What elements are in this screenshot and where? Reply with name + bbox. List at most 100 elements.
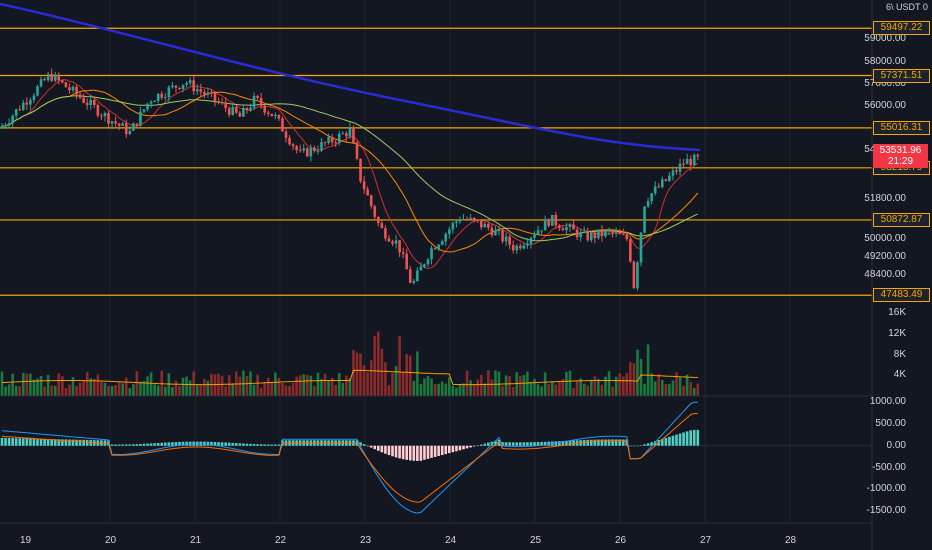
candle-body xyxy=(82,97,85,103)
date-tick: 28 xyxy=(785,535,797,546)
macd-histogram-bar xyxy=(387,445,391,456)
candle-body xyxy=(89,99,93,105)
candle-body xyxy=(156,93,160,102)
candle-body xyxy=(661,179,664,188)
macd-histogram-bar xyxy=(678,433,682,446)
macd-histogram-bar xyxy=(511,442,515,446)
macd-histogram-bar xyxy=(440,445,444,456)
volume-histogram xyxy=(0,331,700,396)
macd-histogram-bar xyxy=(558,441,561,446)
candle-body xyxy=(558,225,561,229)
volume-bar xyxy=(348,378,352,396)
macd-histogram-bar xyxy=(139,443,142,446)
volume-bar xyxy=(398,335,401,396)
candle-body xyxy=(497,230,501,232)
macd-histogram-bar xyxy=(455,445,458,452)
volume-bar xyxy=(263,382,266,396)
volume-bar xyxy=(132,384,135,396)
volume-bar xyxy=(558,382,561,396)
volume-bar xyxy=(504,375,508,396)
macd-histogram-bar xyxy=(483,443,487,446)
candle-body xyxy=(632,261,636,289)
candle-body xyxy=(377,216,380,224)
volume-bar xyxy=(306,374,309,396)
macd-histogram-bar xyxy=(675,434,678,446)
volume-bar xyxy=(266,377,270,396)
macd-histogram-bar xyxy=(57,439,61,446)
volume-bar xyxy=(323,373,327,396)
volume-bar xyxy=(7,384,11,396)
volume-bar xyxy=(227,374,231,396)
candle-body xyxy=(646,201,650,207)
candle-body xyxy=(643,206,646,233)
candle-body xyxy=(554,214,558,226)
volume-bar xyxy=(650,373,653,396)
volume-bar xyxy=(469,380,472,396)
volume-bar xyxy=(430,378,433,396)
candle-body xyxy=(448,229,451,234)
candle-body xyxy=(68,87,71,91)
bar-countdown: 21:29 xyxy=(887,156,914,167)
macd-histogram-bar xyxy=(689,430,692,446)
macd-histogram-bar xyxy=(160,442,164,446)
candle-body xyxy=(352,127,355,143)
macd-histogram-bar xyxy=(188,441,192,446)
volume-bar xyxy=(533,378,536,396)
candle-body xyxy=(323,142,327,144)
volume-bar xyxy=(575,380,579,396)
candle-body xyxy=(469,217,472,220)
volume-bar xyxy=(522,375,526,396)
macd-histogram-bar xyxy=(522,442,526,446)
volume-bar xyxy=(664,384,668,396)
macd-histogram-bar xyxy=(543,441,547,446)
volume-bar xyxy=(124,377,128,396)
volume-bar xyxy=(391,372,394,396)
candle-body xyxy=(210,92,213,94)
candle-body xyxy=(199,89,203,92)
price-tick: 56000.00 xyxy=(864,100,906,111)
macd-histogram-bar xyxy=(412,445,416,461)
volume-bar xyxy=(178,386,181,396)
candle-body xyxy=(25,102,29,105)
macd-histogram-bar xyxy=(437,445,440,456)
candle-body xyxy=(604,230,607,237)
volume-bar xyxy=(206,380,210,396)
volume-bar xyxy=(195,385,199,396)
macd-histogram-bar xyxy=(50,439,53,446)
macd-histogram-bar xyxy=(167,442,171,446)
currency-label: 6\ USDT 0 xyxy=(886,2,928,12)
candle-body xyxy=(121,123,124,126)
candle-body xyxy=(440,241,444,245)
candle-body xyxy=(430,248,433,260)
volume-bar xyxy=(646,344,650,396)
candle-body xyxy=(597,229,600,239)
candle-body xyxy=(110,121,114,124)
volume-bar xyxy=(32,379,36,396)
macd-tick: 500.00 xyxy=(875,417,906,429)
candle-body xyxy=(671,170,675,176)
volume-bar xyxy=(164,386,167,396)
macd-histogram-bar xyxy=(362,444,366,446)
candle-body xyxy=(373,206,377,217)
candle-body xyxy=(235,106,238,113)
candle-body xyxy=(355,142,359,159)
volume-bar xyxy=(139,381,142,396)
volume-bar xyxy=(554,384,558,396)
macd-histogram-bar xyxy=(366,445,369,447)
macd-histogram-bar xyxy=(210,441,213,446)
candle-body xyxy=(362,181,366,190)
candle-body xyxy=(398,240,401,253)
volume-bar xyxy=(238,376,242,396)
volume-bar xyxy=(366,372,369,396)
volume-bar xyxy=(174,380,178,396)
candle-body xyxy=(61,80,64,83)
volume-bar xyxy=(511,387,515,396)
candle-body xyxy=(270,113,274,117)
candle-body xyxy=(231,106,235,115)
volume-bar xyxy=(462,383,465,396)
candle-body xyxy=(536,230,540,236)
date-tick: 20 xyxy=(105,535,117,546)
date-tick: 19 xyxy=(20,535,32,546)
volume-bar xyxy=(57,373,61,396)
